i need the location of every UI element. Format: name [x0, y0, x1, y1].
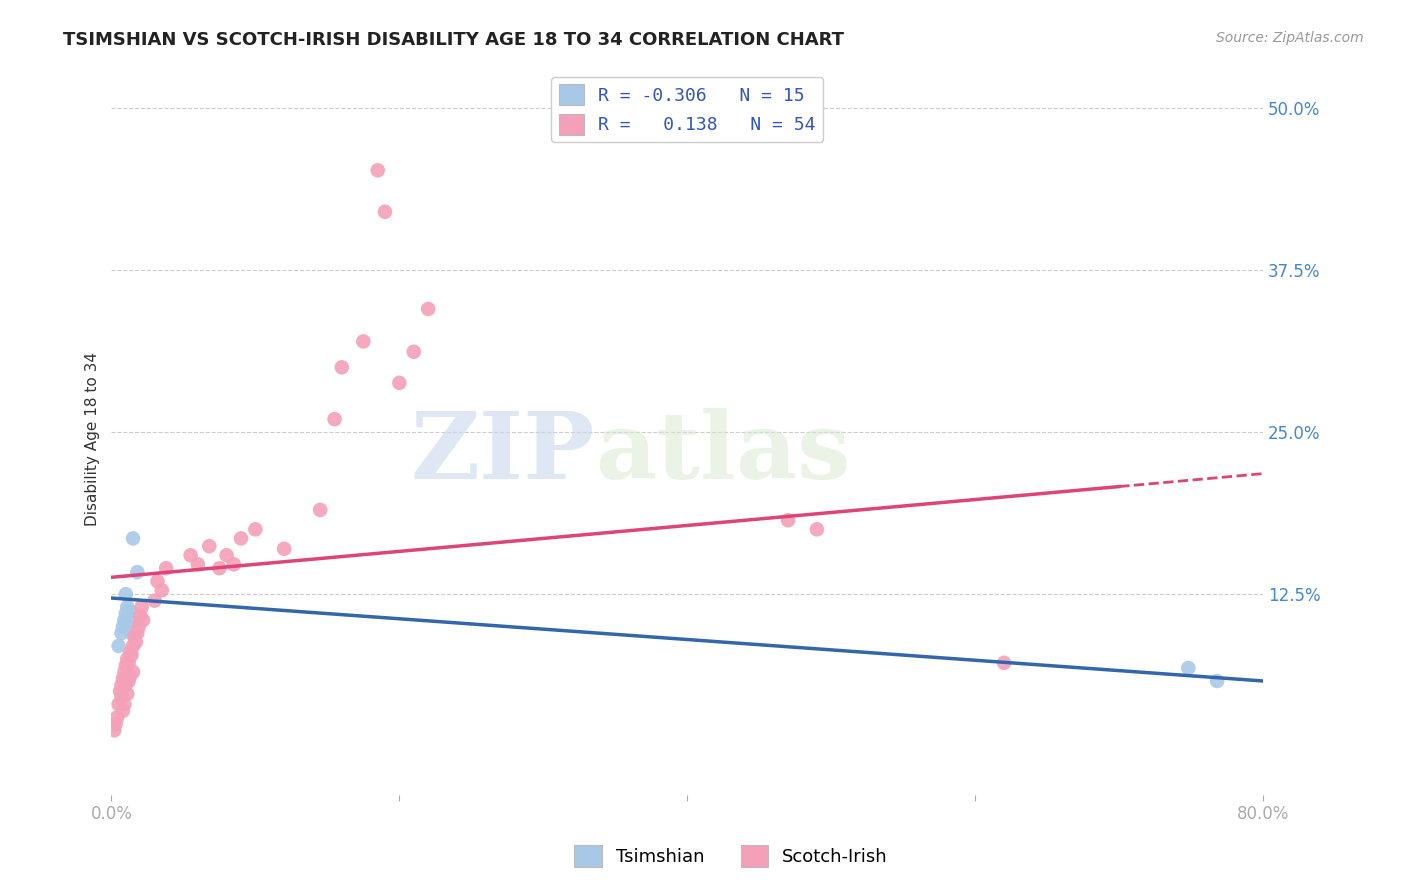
Point	[198, 539, 221, 553]
Point	[112, 665, 135, 679]
Point	[155, 561, 177, 575]
Point	[129, 609, 152, 624]
Point	[124, 619, 146, 633]
Point	[806, 522, 828, 536]
Point	[388, 376, 411, 390]
Text: TSIMSHIAN VS SCOTCH-IRISH DISABILITY AGE 18 TO 34 CORRELATION CHART: TSIMSHIAN VS SCOTCH-IRISH DISABILITY AGE…	[63, 31, 844, 49]
Point	[229, 532, 252, 546]
Point	[121, 626, 143, 640]
Point	[124, 630, 146, 644]
Point	[112, 698, 135, 712]
Point	[187, 558, 209, 572]
Point	[208, 561, 231, 575]
Point	[128, 619, 150, 633]
Point	[122, 639, 145, 653]
Text: ZIP: ZIP	[411, 408, 595, 498]
Point	[120, 645, 142, 659]
Point	[114, 607, 136, 621]
Legend: R = -0.306   N = 15, R =   0.138   N = 54: R = -0.306 N = 15, R = 0.138 N = 54	[551, 77, 823, 142]
Point	[222, 558, 245, 572]
Point	[993, 656, 1015, 670]
Point	[114, 678, 136, 692]
Point	[150, 583, 173, 598]
Point	[114, 658, 136, 673]
Legend: Tsimshian, Scotch-Irish: Tsimshian, Scotch-Irish	[567, 838, 896, 874]
Point	[180, 548, 202, 562]
Point	[122, 665, 145, 679]
Point	[402, 344, 425, 359]
Point	[108, 684, 131, 698]
Point	[143, 593, 166, 607]
Point	[245, 522, 267, 536]
Point	[1206, 673, 1229, 688]
Point	[330, 360, 353, 375]
Point	[120, 669, 142, 683]
Text: atlas: atlas	[595, 408, 851, 498]
Point	[111, 619, 134, 633]
Point	[104, 716, 127, 731]
Point	[107, 639, 129, 653]
Point	[110, 626, 132, 640]
Point	[120, 604, 142, 618]
Point	[127, 565, 149, 579]
Point	[418, 301, 440, 316]
Point	[114, 587, 136, 601]
Point	[367, 163, 389, 178]
Point	[374, 204, 396, 219]
Point	[121, 648, 143, 662]
Point	[132, 613, 155, 627]
Point	[125, 635, 148, 649]
Point	[117, 600, 139, 615]
Point	[103, 723, 125, 738]
Point	[111, 672, 134, 686]
Point	[118, 656, 141, 670]
Point	[112, 613, 135, 627]
Point	[110, 678, 132, 692]
Point	[122, 532, 145, 546]
Y-axis label: Disability Age 18 to 34: Disability Age 18 to 34	[86, 351, 100, 525]
Point	[146, 574, 169, 589]
Point	[273, 541, 295, 556]
Point	[118, 609, 141, 624]
Point	[105, 710, 128, 724]
Point	[778, 513, 800, 527]
Point	[131, 600, 153, 615]
Point	[117, 652, 139, 666]
Point	[117, 687, 139, 701]
Point	[323, 412, 346, 426]
Point	[215, 548, 238, 562]
Point	[309, 503, 332, 517]
Point	[118, 673, 141, 688]
Point	[107, 698, 129, 712]
Point	[111, 704, 134, 718]
Point	[127, 626, 149, 640]
Point	[1177, 661, 1199, 675]
Point	[352, 334, 374, 349]
Point	[110, 690, 132, 705]
Text: Source: ZipAtlas.com: Source: ZipAtlas.com	[1216, 31, 1364, 45]
